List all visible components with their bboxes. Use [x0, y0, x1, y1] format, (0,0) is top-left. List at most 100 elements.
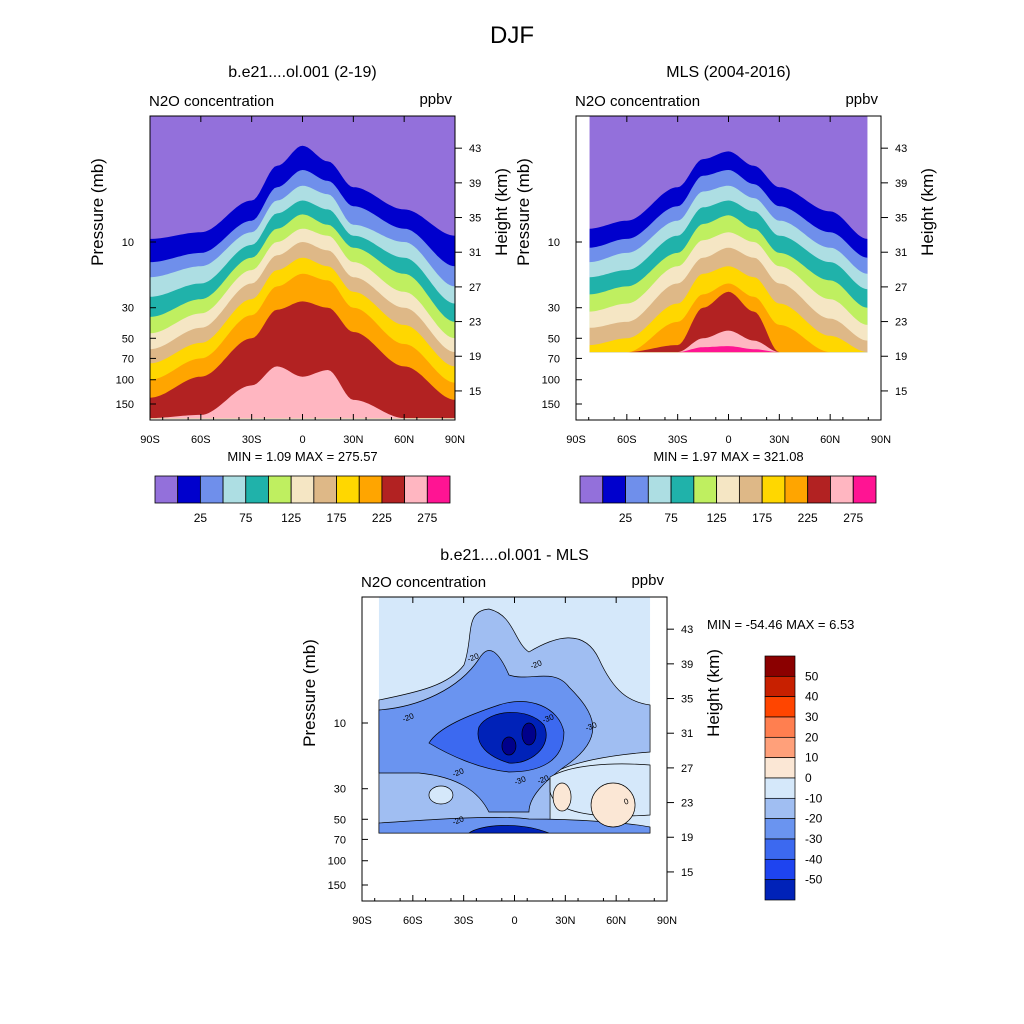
- colorbar-box: [268, 475, 292, 504]
- x-tick-label: 60S: [191, 434, 211, 446]
- colorbar-label: 125: [707, 511, 727, 525]
- colorbar-box: [625, 475, 649, 504]
- height-tick-label: 39: [895, 178, 907, 190]
- colorbar-label: 75: [664, 511, 678, 525]
- colorbar-label: 10: [805, 751, 819, 765]
- colorbar-box: [647, 475, 672, 504]
- pressure-tick-label: 150: [542, 399, 560, 411]
- height-tick-label: 35: [681, 694, 693, 706]
- colorbar-box: [199, 475, 224, 504]
- colorbar-label: 75: [239, 511, 253, 525]
- min-max-stats: MIN = 1.97 MAX = 321.08: [653, 449, 803, 464]
- colorbar-box: [830, 475, 854, 504]
- height-tick-label: 31: [469, 247, 481, 259]
- x-tick-label: 90N: [871, 434, 891, 446]
- contour-fill-positive: [552, 782, 572, 812]
- contour-fill-0: [428, 785, 454, 805]
- colorbar-box: [784, 475, 809, 504]
- colorbar-label: 25: [194, 511, 208, 525]
- colorbar-box: [154, 475, 179, 504]
- pressure-tick-label: 50: [548, 333, 560, 345]
- colorbar-label: 20: [805, 730, 819, 744]
- min-max-stats: MIN = 1.09 MAX = 275.57: [227, 449, 377, 464]
- x-tick-label: 90S: [140, 434, 160, 446]
- colorbar-box: [670, 475, 695, 504]
- height-tick-label: 35: [895, 213, 907, 225]
- height-tick-label: 19: [681, 832, 693, 844]
- height-tick-label: 39: [469, 178, 481, 190]
- panel-title: MLS (2004-2016): [666, 64, 791, 81]
- pressure-tick-label: 70: [122, 353, 134, 365]
- contour-fill--30: [378, 816, 651, 834]
- colorbar-box: [738, 475, 763, 504]
- colorbar-box: [761, 475, 786, 504]
- x-tick-label: 60N: [606, 915, 626, 927]
- contour-fill-275: [589, 330, 868, 353]
- height-tick-label: 43: [469, 143, 481, 155]
- contour-line-label: -30: [541, 712, 555, 725]
- pressure-tick-label: 30: [334, 784, 346, 796]
- x-tick-label: 30S: [454, 915, 474, 927]
- height-tick-label: 15: [469, 386, 481, 398]
- colorbar-box: [764, 879, 796, 901]
- colorbar-label: 30: [805, 710, 819, 724]
- height-tick-label: 23: [681, 798, 693, 810]
- y-axis-label: Pressure (mb): [300, 639, 319, 747]
- panel-title: b.e21....ol.001 (2-19): [228, 64, 377, 81]
- colorbar-box: [381, 475, 406, 504]
- colorbar-box: [222, 475, 247, 504]
- colorbar-box: [764, 818, 796, 840]
- colorbar-box: [764, 777, 796, 799]
- quantity-label: N2O concentration: [361, 574, 486, 591]
- height-tick-label: 39: [681, 659, 693, 671]
- height-tick-label: 19: [469, 351, 481, 363]
- colorbar-label: 25: [619, 511, 633, 525]
- x-tick-label: 90N: [657, 915, 677, 927]
- x-tick-label: 60N: [820, 434, 840, 446]
- colorbar-box: [852, 475, 877, 504]
- panel-diff: -20 -20 -20 -20 -20 -20 -30 -30 -30 0 MIN = -54.46…: [300, 547, 854, 927]
- colorbar-box: [336, 475, 360, 504]
- colorbar-box: [764, 838, 796, 860]
- colorbar-label: -40: [805, 852, 823, 866]
- pressure-tick-label: 30: [122, 303, 134, 315]
- colorbar-label: 175: [752, 511, 772, 525]
- contour-line-label: -30: [584, 720, 598, 733]
- colorbar-box: [602, 475, 626, 504]
- height-tick-label: 43: [681, 624, 693, 636]
- x-tick-label: 30S: [668, 434, 688, 446]
- colorbar-label: 0: [805, 771, 812, 785]
- x-tick-label: 30N: [555, 915, 575, 927]
- contour-min-spot: [501, 736, 517, 756]
- contour-fill-250: [589, 291, 868, 353]
- colorbar-box: [807, 475, 831, 504]
- x-tick-label: 0: [299, 434, 305, 446]
- colorbar-box: [764, 716, 796, 738]
- contour-line-label: -20: [401, 711, 415, 724]
- height-tick-label: 23: [895, 317, 907, 329]
- contour-fill-275: [150, 366, 455, 419]
- colorbar-box: [290, 475, 315, 504]
- height-tick-label: 27: [469, 282, 481, 294]
- panel-mls: MIN = 1.97 MAX = 321.08 25 75 125 175 225 275 9…: [514, 64, 937, 525]
- height-tick-label: 27: [681, 763, 693, 775]
- y-axis-label: Pressure (mb): [514, 158, 533, 266]
- pressure-tick-label: 100: [116, 375, 134, 387]
- colorbar-box: [764, 736, 796, 759]
- colorbar-box: [764, 696, 796, 718]
- x-tick-label: 60S: [617, 434, 637, 446]
- colorbar-box: [716, 475, 740, 504]
- figure-title: DJF: [490, 22, 534, 49]
- y-axis-label: Pressure (mb): [88, 158, 107, 266]
- contour-line-label: -20: [451, 814, 465, 827]
- pressure-tick-label: 150: [116, 399, 134, 411]
- colorbar-box: [177, 475, 201, 504]
- pressure-tick-label: 150: [328, 880, 346, 892]
- pressure-tick-label: 100: [328, 856, 346, 868]
- colorbar-label: 50: [805, 669, 819, 683]
- colorbar-box: [358, 475, 383, 504]
- height-tick-label: 15: [895, 386, 907, 398]
- contour-line-label: -20: [466, 651, 480, 664]
- x-tick-label: 90S: [352, 915, 372, 927]
- colorbar-box: [764, 797, 796, 820]
